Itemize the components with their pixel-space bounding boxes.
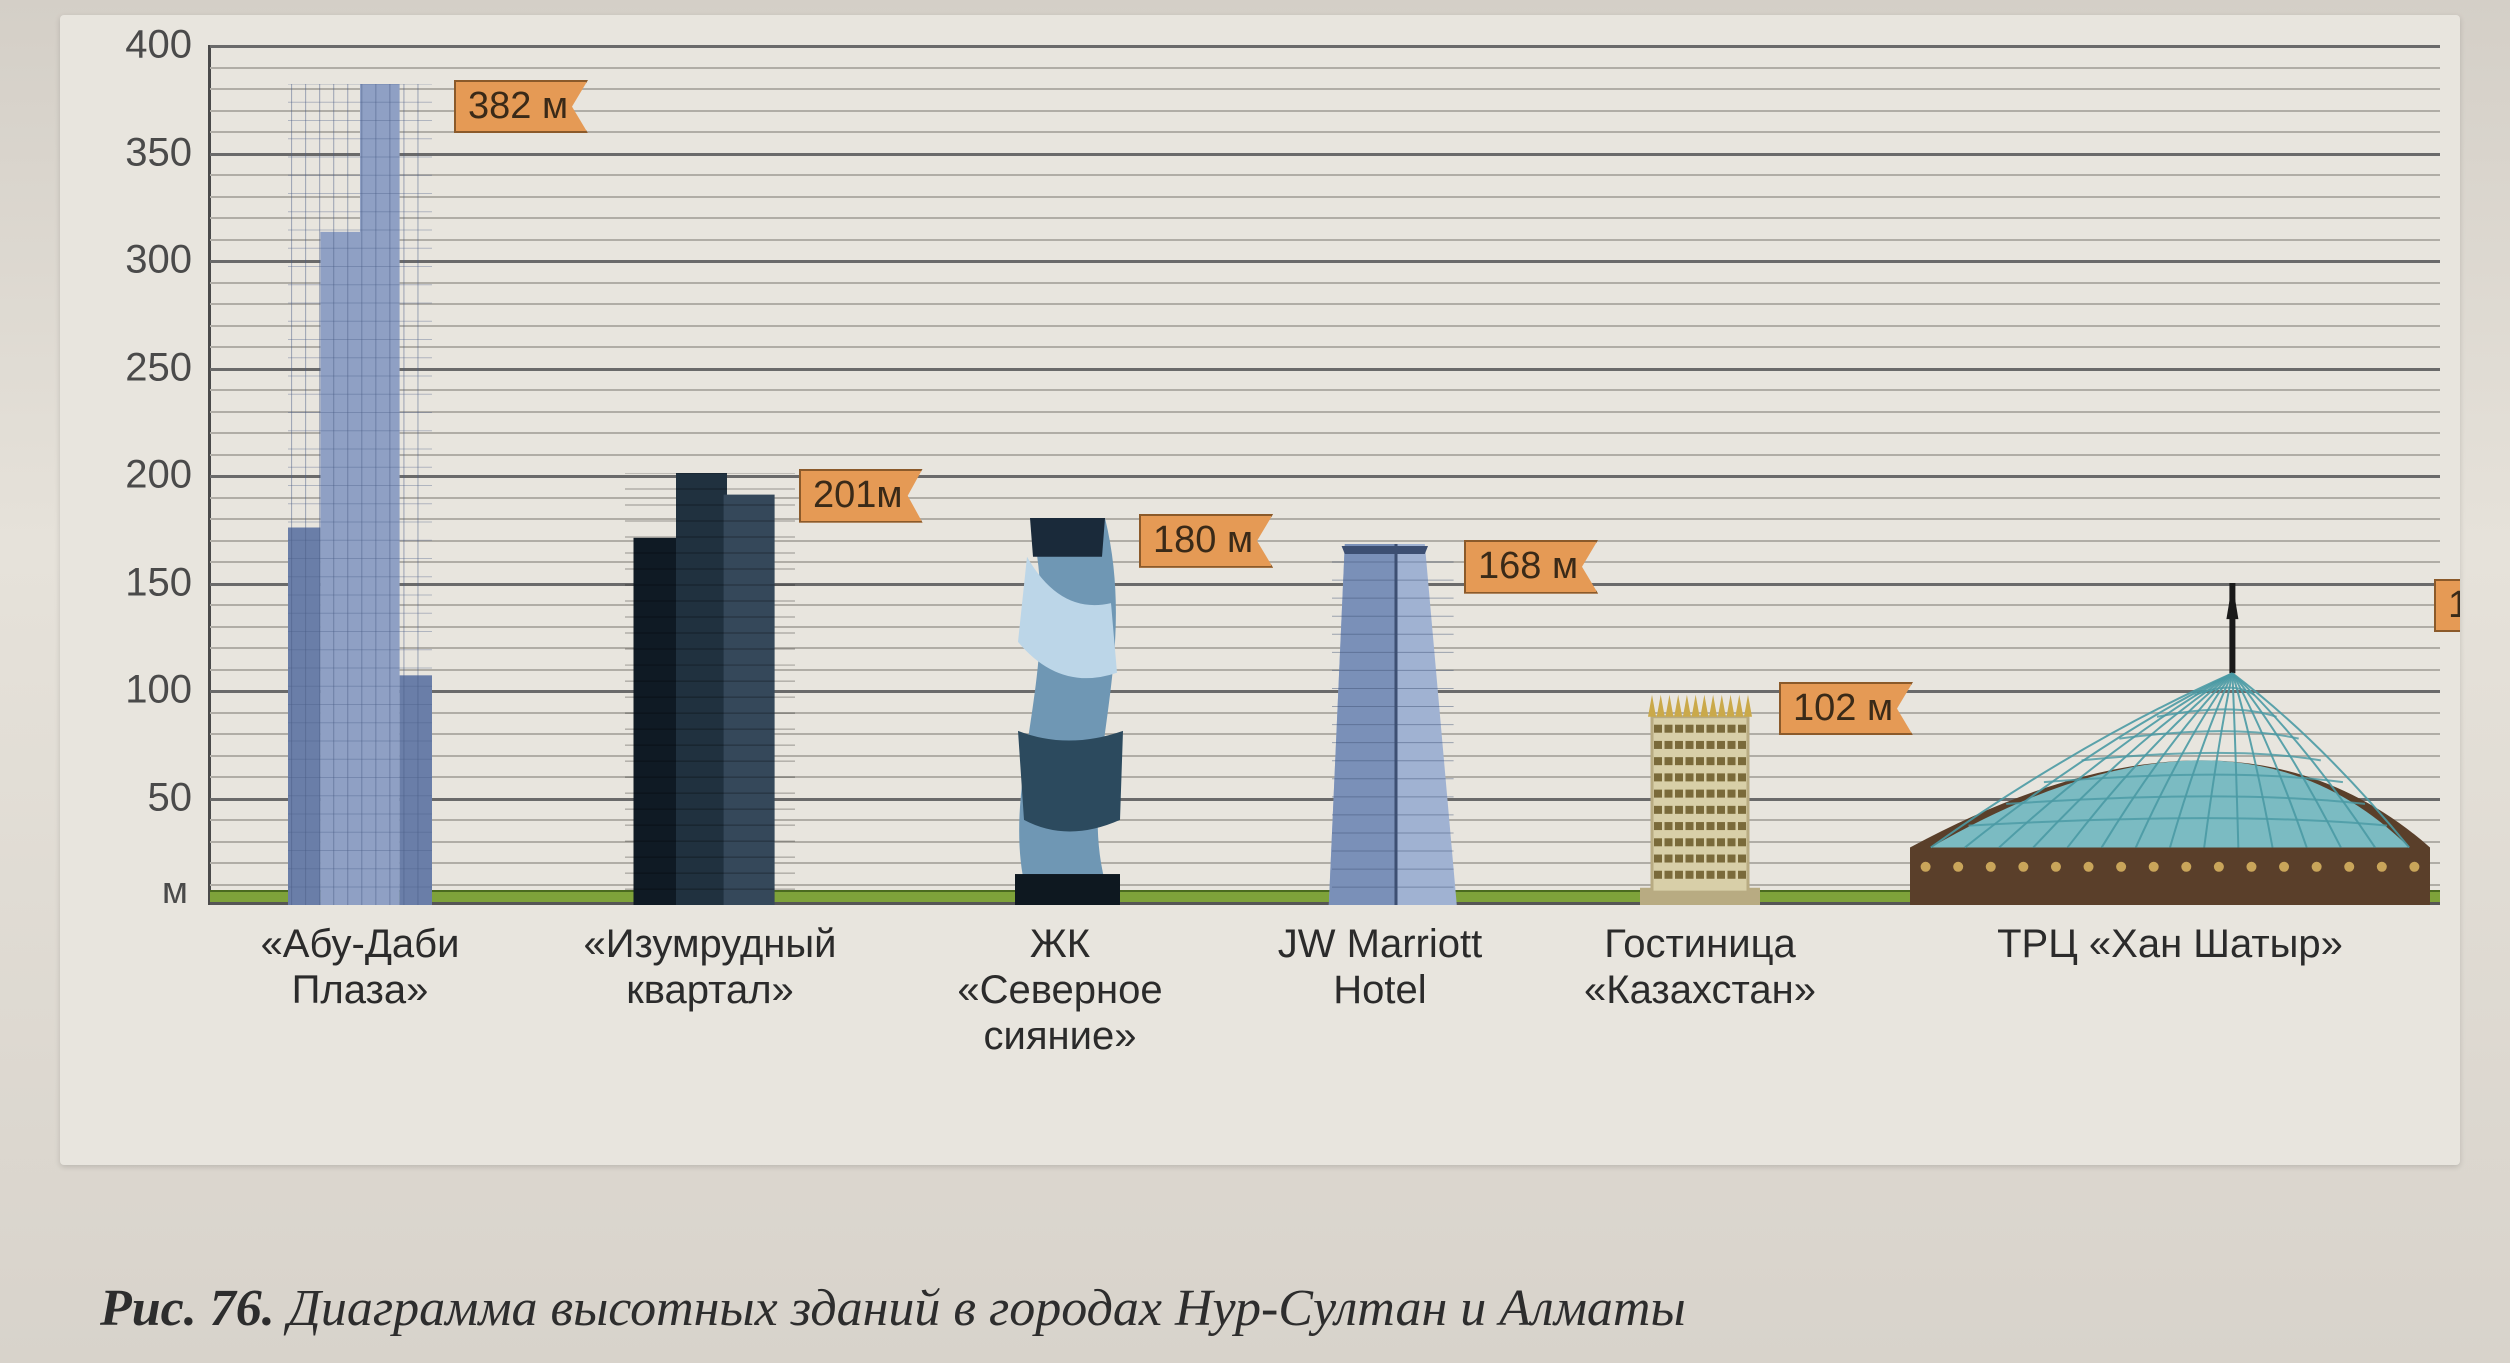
gridline xyxy=(210,518,2440,520)
x-axis-labels: «Абу-Даби Плаза» «Изумрудный квартал» ЖК «… xyxy=(210,915,2440,1115)
building-north-lights xyxy=(985,518,1135,905)
gridline xyxy=(210,153,2440,156)
building-emerald-quarter xyxy=(625,473,795,905)
gridline xyxy=(210,432,2440,434)
gridline xyxy=(210,303,2440,305)
gridline xyxy=(210,325,2440,327)
gridline xyxy=(210,196,2440,198)
building-abu-dhabi-plaza xyxy=(270,84,450,905)
gridline xyxy=(210,368,2440,371)
figure-caption-text: Диаграмма высотных зданий в городах Нур-… xyxy=(288,1280,1686,1337)
gridline xyxy=(210,389,2440,391)
height-tag-khan-shatyr: 150 м xyxy=(2434,579,2460,633)
y-tick-label: 200 xyxy=(125,453,210,498)
y-tick-label: 400 xyxy=(125,23,210,68)
gridline xyxy=(210,475,2440,478)
y-tick-label: 50 xyxy=(148,775,211,820)
gridline xyxy=(210,282,2440,284)
gridline xyxy=(210,174,2440,176)
height-tag-jw-marriott: 168 м xyxy=(1464,540,1598,594)
figure-caption: Рис. 76. Диаграмма высотных зданий в гор… xyxy=(100,1279,2450,1338)
gridline xyxy=(210,540,2440,542)
gridline xyxy=(210,411,2440,413)
gridline xyxy=(210,217,2440,219)
height-tag-north-lights: 180 м xyxy=(1139,514,1273,568)
height-tag-emerald-quarter: 201м xyxy=(799,469,923,523)
x-label-abu-dhabi-plaza: «Абу-Даби Плаза» xyxy=(210,921,510,1013)
figure-caption-prefix: Рис. 76. xyxy=(100,1280,275,1337)
gridline xyxy=(210,454,2440,456)
gridline xyxy=(210,260,2440,263)
chart-frame: м 50 100 150 200 250 300 350 400 382 м 201м 180… xyxy=(60,15,2460,1165)
gridline xyxy=(210,239,2440,241)
y-tick-label: 100 xyxy=(125,668,210,713)
building-khan-shatyr xyxy=(1910,583,2430,906)
x-label-emerald-quarter: «Изумрудный квартал» xyxy=(565,921,855,1013)
y-tick-label: 250 xyxy=(125,345,210,390)
chart-plot-area: м 50100150200250300350400 382 м 201м 180… xyxy=(210,45,2440,905)
gridline xyxy=(210,45,2440,48)
gridline xyxy=(210,67,2440,69)
building-hotel-kazakhstan xyxy=(1625,686,1775,905)
gridline xyxy=(210,497,2440,499)
height-tag-hotel-kazakhstan: 102 м xyxy=(1779,682,1913,736)
x-label-khan-shatyr: ТРЦ «Хан Шатыр» xyxy=(1850,921,2460,967)
building-jw-marriott xyxy=(1300,544,1460,905)
x-label-north-lights: ЖК «Северное сияние» xyxy=(925,921,1195,1059)
height-tag-abu-dhabi-plaza: 382 м xyxy=(454,80,588,134)
y-tick-label: 300 xyxy=(125,238,210,283)
x-label-hotel-kazakhstan: Гостиница «Казахстан» xyxy=(1565,921,1835,1013)
page-sheet: м 50 100 150 200 250 300 350 400 382 м 201м 180… xyxy=(0,0,2510,1363)
x-label-jw-marriott: JW Marriott Hotel xyxy=(1240,921,1520,1013)
gridline xyxy=(210,346,2440,348)
y-tick-label: 350 xyxy=(125,130,210,175)
y-axis-unit-label: м xyxy=(162,870,210,913)
y-tick-label: 150 xyxy=(125,560,210,605)
